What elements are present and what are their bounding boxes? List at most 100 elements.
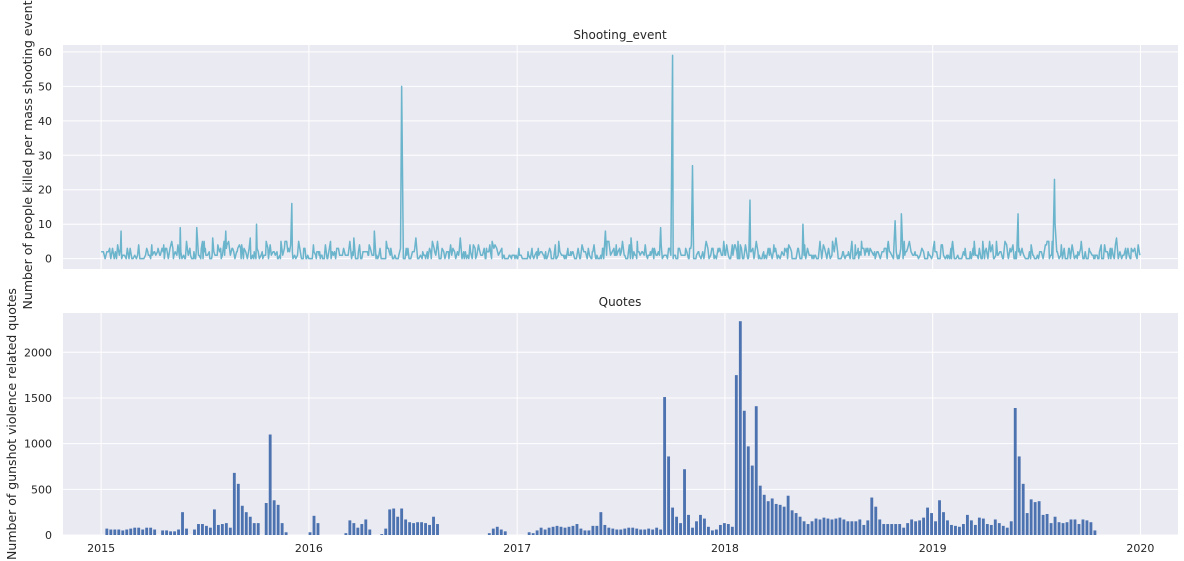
quotes-bar <box>499 529 503 535</box>
quotes-bar <box>571 525 575 535</box>
quotes-bar <box>866 520 870 535</box>
quotes-bar <box>1073 519 1077 535</box>
quotes-bar <box>603 524 607 535</box>
quotes-bar <box>818 519 822 535</box>
quotes-bar <box>850 521 854 535</box>
quotes-bar <box>746 446 750 535</box>
quotes-bar <box>559 526 563 535</box>
quotes-bar <box>197 524 200 535</box>
quotes-bar <box>663 397 667 535</box>
quotes-bar <box>268 434 272 535</box>
quotes-bar <box>1069 519 1073 535</box>
quotes-bar <box>531 533 535 535</box>
quotes-bar <box>137 527 141 535</box>
quotes-bar <box>703 518 706 535</box>
quotes-bar <box>1029 499 1033 535</box>
quotes-bar <box>408 522 412 535</box>
quotes-bar <box>149 527 153 535</box>
quotes-bar <box>316 523 320 535</box>
quotes-bar <box>388 509 392 535</box>
quotes-bar <box>527 532 531 535</box>
quotes-bar <box>699 514 702 535</box>
quotes-bar <box>651 529 655 535</box>
quotes-bar <box>105 528 109 535</box>
quotes-y-axis-label: Number of gunshot violence related quote… <box>4 288 19 560</box>
quotes-bar <box>874 506 878 535</box>
shooting-event-plot-area <box>63 45 1178 269</box>
quotes-bar <box>141 529 145 535</box>
quotes-bar <box>922 517 926 535</box>
quotes-bar <box>886 524 890 535</box>
quotes-bar <box>587 530 591 535</box>
shooting-event-y-tick-label: 20 <box>38 184 52 197</box>
quotes-bar <box>579 528 583 535</box>
quotes-bar <box>495 526 499 535</box>
quotes-bar <box>730 526 734 535</box>
quotes-bar <box>938 500 941 535</box>
quotes-bar <box>591 525 595 535</box>
quotes-bar <box>129 528 133 535</box>
quotes-bar <box>607 527 611 535</box>
quotes-y-tick-label: 1500 <box>24 392 52 405</box>
quotes-x-tick-label: 2015 <box>87 542 115 555</box>
quotes-bar <box>420 522 423 535</box>
shooting-event-y-tick-label: 10 <box>38 218 52 231</box>
quotes-bar <box>754 406 758 535</box>
quotes-bar <box>926 507 929 535</box>
quotes-bar <box>838 517 842 535</box>
quotes-bar <box>185 528 188 535</box>
quotes-bar <box>1045 513 1049 535</box>
quotes-bar <box>758 485 762 535</box>
quotes-bar <box>412 523 416 535</box>
quotes-bar <box>133 527 137 535</box>
quotes-x-tick-label: 2020 <box>1126 542 1154 555</box>
quotes-bar <box>1081 519 1085 535</box>
quotes-bar <box>109 529 113 535</box>
quotes-bar <box>1017 456 1021 535</box>
quotes-bar <box>691 527 694 535</box>
quotes-bar <box>930 513 933 535</box>
shooting-event-y-tick-label: 60 <box>38 46 52 59</box>
quotes-y-tick-label: 0 <box>45 529 52 542</box>
quotes-bar <box>208 527 212 535</box>
quotes-bar <box>205 525 208 535</box>
quotes-bar <box>380 534 384 535</box>
shooting-event-y-ticks: 0 10 20 30 40 50 60 <box>38 46 52 266</box>
quotes-bar <box>830 519 834 535</box>
quotes-bar <box>667 456 671 535</box>
quotes-bar <box>1093 530 1097 535</box>
quotes-bar <box>989 524 993 535</box>
quotes-bar <box>973 524 977 535</box>
quotes-bar <box>898 524 902 535</box>
quotes-bar <box>954 525 957 535</box>
quotes-bar <box>400 508 404 535</box>
quotes-bar <box>906 523 910 535</box>
quotes-bar <box>173 531 176 535</box>
quotes-bar <box>711 530 714 535</box>
quotes-bar <box>842 519 846 535</box>
quotes-bar <box>870 497 874 535</box>
quotes-bar <box>962 524 965 535</box>
quotes-bar <box>942 512 945 535</box>
quotes-bar <box>742 410 746 535</box>
shooting-event-title: Shooting_event <box>573 28 667 42</box>
quotes-bar <box>834 518 838 535</box>
quotes-bar <box>969 520 973 535</box>
quotes-bar <box>934 521 937 535</box>
quotes-bar <box>555 525 559 535</box>
quotes-bar <box>228 527 232 535</box>
quotes-bar <box>997 523 1001 535</box>
quotes-bar <box>344 533 348 535</box>
quotes-bar <box>284 532 288 535</box>
shooting-event-panel: 0 10 20 30 40 50 60 Shooting_event <box>38 28 1178 269</box>
quotes-bar <box>946 520 949 535</box>
quotes-bar <box>639 529 643 535</box>
quotes-bar <box>802 521 806 535</box>
quotes-bar <box>671 507 675 535</box>
quotes-bar <box>910 519 914 535</box>
quotes-bar <box>806 524 810 535</box>
quotes-bar <box>583 530 587 535</box>
quotes-bar <box>348 520 352 535</box>
quotes-bar <box>643 529 647 535</box>
